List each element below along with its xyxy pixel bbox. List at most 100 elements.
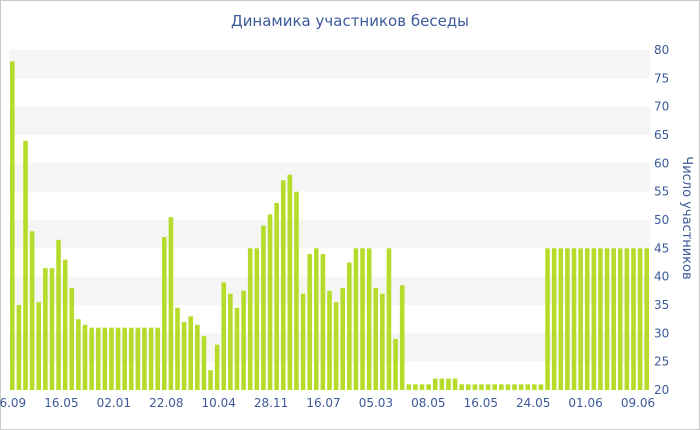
bar — [617, 248, 623, 390]
bar — [195, 324, 200, 390]
bar — [247, 248, 253, 390]
bar — [148, 327, 154, 390]
y-tick-label: 20 — [654, 383, 669, 397]
bar — [532, 384, 537, 390]
bar — [565, 248, 570, 390]
bar — [644, 248, 649, 390]
y-tick-label: 30 — [654, 326, 669, 340]
bar — [340, 288, 346, 390]
bar — [578, 248, 583, 390]
y-tick-label: 65 — [654, 128, 669, 142]
bar — [228, 293, 233, 390]
bar — [452, 378, 458, 390]
bar — [294, 191, 299, 390]
bar — [459, 384, 464, 390]
bar — [366, 248, 372, 390]
bar — [234, 307, 240, 390]
bar — [307, 254, 312, 390]
bar — [426, 384, 431, 390]
bar — [538, 384, 544, 390]
bar — [485, 384, 491, 390]
bar — [29, 231, 35, 390]
bar — [327, 290, 332, 390]
bar — [512, 384, 517, 390]
bar — [221, 282, 227, 390]
bar — [254, 248, 260, 390]
bar — [525, 384, 531, 390]
bar — [16, 305, 22, 390]
x-tick-label: 16.05 — [44, 396, 78, 410]
bar — [432, 378, 438, 390]
bar — [241, 290, 246, 390]
bar — [505, 384, 511, 390]
bar — [584, 248, 590, 390]
bar — [399, 285, 405, 390]
x-tick-label: 09.06 — [621, 396, 655, 410]
y-tick-label: 75 — [654, 71, 669, 85]
bar — [518, 384, 524, 390]
bar — [161, 237, 167, 390]
bar — [353, 248, 359, 390]
bar — [360, 248, 365, 390]
x-tick-label: 16.07 — [306, 396, 340, 410]
bar — [313, 248, 319, 390]
y-tick-label: 55 — [654, 185, 669, 199]
bar — [142, 327, 147, 390]
y-tick-label: 45 — [654, 241, 669, 255]
bar — [280, 180, 286, 390]
bar — [62, 259, 68, 390]
bar — [386, 248, 392, 390]
y-tick-label: 60 — [654, 156, 669, 170]
bar — [274, 203, 279, 390]
x-tick-label: 02.01 — [97, 396, 131, 410]
bar — [188, 316, 194, 390]
y-axis: 20 25 30 35 40 45 50 55 60 65 70 75 80 — [654, 43, 669, 397]
bar — [333, 302, 339, 390]
bar — [611, 248, 616, 390]
bar — [479, 384, 484, 390]
bar — [347, 262, 352, 390]
bar — [624, 248, 630, 390]
bar — [69, 288, 75, 390]
grid-bands — [9, 50, 650, 362]
grid-band — [9, 106, 650, 135]
grid-band — [9, 163, 650, 192]
bar — [499, 384, 504, 390]
chart-title: Динамика участников беседы — [230, 12, 470, 30]
bar — [89, 327, 94, 390]
grid-band — [9, 50, 650, 79]
bar — [36, 302, 42, 390]
bar — [10, 61, 15, 390]
bar — [214, 344, 220, 390]
bar — [492, 384, 498, 390]
y-tick-label: 70 — [654, 100, 669, 114]
y-tick-label: 25 — [654, 355, 669, 369]
bar — [393, 339, 398, 390]
x-tick-label: 10.04 — [202, 396, 236, 410]
bar — [76, 319, 81, 390]
x-tick-label: 08.05 — [411, 396, 445, 410]
bar — [380, 293, 385, 390]
bar — [23, 140, 28, 390]
bar — [637, 248, 643, 390]
bar — [122, 327, 127, 390]
bar — [300, 293, 306, 390]
bar — [419, 384, 425, 390]
x-tick-label: 16.05 — [464, 396, 498, 410]
bar — [446, 378, 451, 390]
bar — [109, 327, 114, 390]
bar — [135, 327, 141, 390]
bar — [320, 254, 326, 390]
bar — [128, 327, 134, 390]
y-tick-label: 35 — [654, 298, 669, 312]
bar — [465, 384, 471, 390]
bar — [591, 248, 597, 390]
bar — [155, 327, 160, 390]
bar — [56, 239, 61, 390]
bar — [175, 307, 180, 390]
bar — [267, 214, 273, 390]
bar — [115, 327, 121, 390]
bar — [598, 248, 603, 390]
